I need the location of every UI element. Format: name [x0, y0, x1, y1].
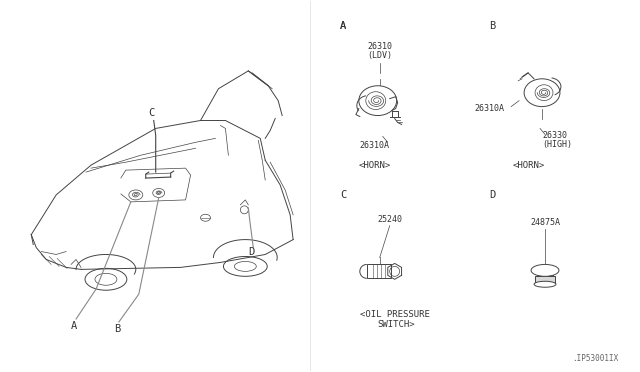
Bar	[367, 264, 390, 278]
Text: 26310A: 26310A	[360, 141, 390, 150]
Text: B: B	[489, 21, 495, 31]
Text: SWITCH>: SWITCH>	[378, 320, 415, 329]
Text: C: C	[148, 108, 155, 118]
Text: .IP53001IX: .IP53001IX	[572, 354, 619, 363]
Text: D: D	[248, 247, 255, 257]
Text: A: A	[340, 21, 346, 31]
Ellipse shape	[531, 264, 559, 276]
Text: B: B	[114, 324, 120, 334]
Text: 26310A: 26310A	[474, 103, 504, 113]
Text: C: C	[340, 190, 346, 200]
Text: D: D	[489, 190, 495, 200]
Bar	[535, 276, 555, 284]
Text: 25240: 25240	[377, 215, 402, 224]
Text: 26330: 26330	[542, 131, 567, 140]
Text: <HORN>: <HORN>	[358, 161, 391, 170]
Text: <OIL PRESSURE: <OIL PRESSURE	[360, 310, 429, 319]
Text: 24875A: 24875A	[530, 218, 560, 227]
Text: A: A	[340, 21, 346, 31]
Text: (HIGH): (HIGH)	[542, 140, 572, 149]
Text: 26310: 26310	[367, 42, 392, 51]
Text: (LDV): (LDV)	[367, 51, 392, 60]
Text: A: A	[71, 321, 77, 331]
Ellipse shape	[534, 281, 556, 287]
Text: <HORN>: <HORN>	[513, 161, 545, 170]
